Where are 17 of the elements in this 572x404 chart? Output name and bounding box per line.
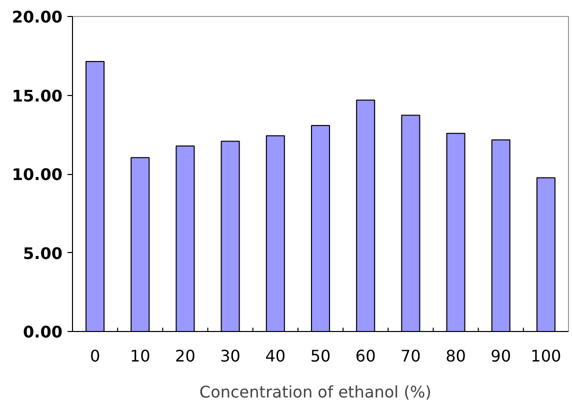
x-tick-label: 70 <box>400 346 421 366</box>
x-tick-label: 40 <box>265 346 286 366</box>
y-tick-label: 10.00 <box>12 165 62 184</box>
x-tick-label: 20 <box>175 346 196 366</box>
x-tick-label: 90 <box>490 346 512 366</box>
x-tick-label: 10 <box>130 346 150 366</box>
x-tick-label: 30 <box>220 346 240 366</box>
x-tick-label: 60 <box>355 346 376 366</box>
x-tick-label: 0 <box>90 346 100 366</box>
x-axis-title: Concentration of ethanol (%) <box>199 382 432 402</box>
y-tick-label: 5.00 <box>23 244 63 263</box>
x-tick-label: 50 <box>310 346 331 366</box>
x-tick-label: 100 <box>530 346 562 366</box>
y-tick-label: 20.00 <box>12 8 62 26</box>
y-tick-label: 15.00 <box>12 86 62 106</box>
x-tick-label: 80 <box>446 346 466 366</box>
y-tick-label: 0.00 <box>23 322 63 342</box>
